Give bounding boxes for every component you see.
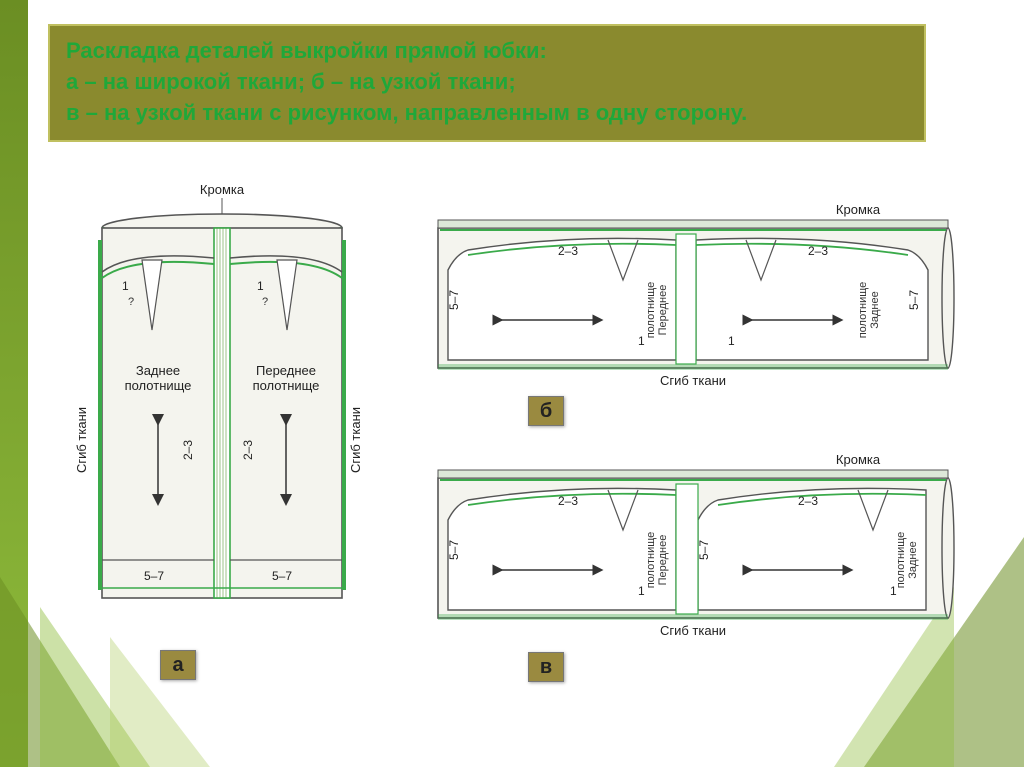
diagram-a: Кромка 1 ? 1	[62, 180, 382, 620]
q-a1: ?	[128, 296, 134, 308]
fold-b: Сгиб ткани	[660, 373, 726, 388]
n57-a-r: 5–7	[272, 569, 292, 583]
label-a: а	[160, 650, 196, 680]
n1-b-r: 1	[728, 334, 735, 348]
front-panel-a1: Переднее	[256, 363, 316, 378]
n23-a-l: 2–3	[181, 440, 195, 460]
num1-a-right: 1	[257, 279, 264, 293]
label-v: в	[528, 652, 564, 682]
kromka-v: Кромка	[836, 452, 881, 467]
title-line-3: в – на узкой ткани с рисунком, направлен…	[66, 98, 908, 129]
kromka-label-a: Кромка	[200, 182, 245, 197]
n23-b-r: 2–3	[808, 244, 828, 258]
n23-v-r: 2–3	[798, 494, 818, 508]
label-b: б	[528, 396, 564, 426]
fold-v: Сгиб ткани	[660, 623, 726, 638]
q-a2: ?	[262, 296, 268, 308]
svg-text:Заднее: Заднее	[907, 541, 919, 579]
n57-v-r: 5–7	[697, 540, 711, 560]
n1-v-l: 1	[638, 584, 645, 598]
n57-a-l: 5–7	[144, 569, 164, 583]
diagram-v: Кромка 2–3 2–3 5–7 5–7 1 1 Переднее поло	[428, 450, 968, 640]
svg-text:Заднее: Заднее	[869, 291, 881, 329]
back-panel-a2: полотнище	[125, 378, 192, 393]
diagram-v-svg: Кромка 2–3 2–3 5–7 5–7 1 1 Переднее поло	[428, 450, 968, 640]
content-area: Кромка 1 ? 1	[48, 180, 968, 740]
title-box: Раскладка деталей выкройки прямой юбки: …	[48, 24, 926, 142]
svg-text:Переднее: Переднее	[657, 285, 669, 336]
title-line-1: Раскладка деталей выкройки прямой юбки:	[66, 36, 908, 67]
svg-text:Переднее: Переднее	[657, 535, 669, 586]
n57-b-r: 5–7	[907, 290, 921, 310]
back-panel-a1: Заднее	[136, 363, 180, 378]
n23-v-l: 2–3	[558, 494, 578, 508]
svg-text:полотнище: полотнище	[895, 532, 907, 589]
svg-text:полотнище: полотнище	[645, 282, 657, 339]
n23-b-l: 2–3	[558, 244, 578, 258]
fold-left-a: Сгиб ткани	[74, 407, 89, 473]
fold-right-a: Сгиб ткани	[348, 407, 363, 473]
diagram-b-svg: Кромка 2–3 2–3 5–7 5–7 1 1 Перед	[428, 200, 968, 390]
diagram-b: Кромка 2–3 2–3 5–7 5–7 1 1 Перед	[428, 200, 968, 390]
num1-a-left: 1	[122, 279, 129, 293]
kromka-b: Кромка	[836, 202, 881, 217]
n57-b-l: 5–7	[447, 290, 461, 310]
svg-text:полотнище: полотнище	[645, 532, 657, 589]
front-panel-a2: полотнище	[253, 378, 320, 393]
diagram-a-svg: Кромка 1 ? 1	[62, 180, 382, 620]
svg-text:полотнище: полотнище	[857, 282, 869, 339]
n57-v-l: 5–7	[447, 540, 461, 560]
n23-a-r: 2–3	[241, 440, 255, 460]
n1-b-l: 1	[638, 334, 645, 348]
title-line-2: а – на широкой ткани; б – на узкой ткани…	[66, 67, 908, 98]
